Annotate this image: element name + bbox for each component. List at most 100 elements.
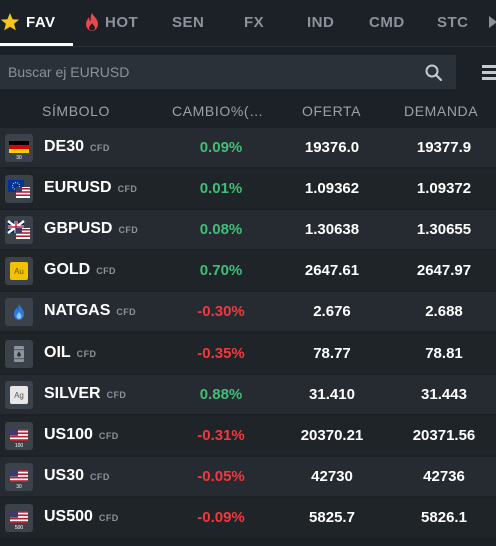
search-input[interactable] <box>0 63 410 81</box>
tab-ind[interactable]: IND <box>307 0 334 44</box>
tab-fx[interactable]: FX <box>244 0 264 44</box>
tab-sen[interactable]: SEN <box>172 0 204 44</box>
ask-price[interactable]: 42736 <box>423 467 465 485</box>
header-ask[interactable]: DEMANDA <box>404 103 479 119</box>
instrument-list: 30 DE30 CFD 0.09% 19376.0 19377.9 EURUSD CFD 0.… <box>0 128 496 546</box>
ask-price[interactable]: 1.30655 <box>416 221 472 239</box>
gas-flame-icon <box>5 298 33 327</box>
list-view-icon[interactable] <box>480 63 496 83</box>
instrument-row[interactable]: EURUSD CFD 0.01% 1.09362 1.09372 <box>0 169 496 209</box>
instrument-symbol: GBPUSD CFD <box>44 220 138 238</box>
tab-sen-label: SEN <box>172 13 205 31</box>
change-percent: -0.05% <box>197 467 245 485</box>
silver-icon: Ag <box>5 380 33 409</box>
bid-price[interactable]: 1.30638 <box>304 221 360 239</box>
svg-text:Au: Au <box>14 267 24 276</box>
symbol-label: GOLD <box>44 261 91 279</box>
symbol-label: DE30 <box>44 138 85 155</box>
symbol-label: GBPUSD <box>44 220 113 238</box>
tab-cmd-label: CMD <box>369 13 405 31</box>
bid-price[interactable]: 42730 <box>311 467 353 485</box>
header-change[interactable]: CAMBIO%(… <box>172 103 264 119</box>
change-percent: -0.35% <box>197 344 245 362</box>
svg-text:Ag: Ag <box>14 391 24 400</box>
cfd-badge: CFD <box>90 143 110 153</box>
svg-text:100: 100 <box>15 443 24 449</box>
instrument-row[interactable]: 30 US30 CFD -0.05% 42730 42736 <box>0 456 496 496</box>
tab-ind-label: IND <box>307 13 335 31</box>
change-percent: 0.70% <box>199 262 243 280</box>
header-bid[interactable]: OFERTA <box>302 103 362 119</box>
instrument-symbol: US30 CFD <box>44 467 110 485</box>
ask-price[interactable]: 19377.9 <box>416 139 472 156</box>
cfd-badge: CFD <box>106 389 127 400</box>
us-flag-icon: 500 <box>5 503 33 532</box>
svg-text:500: 500 <box>15 525 24 531</box>
us-flag-icon: 30 <box>5 462 33 491</box>
ask-price[interactable]: 20371.56 <box>412 426 476 444</box>
ask-price[interactable]: 5826.1 <box>421 508 467 526</box>
instrument-row[interactable]: 100 US100 CFD -0.31% 20370.21 20371.56 <box>0 415 496 455</box>
instrument-row[interactable]: 30 DE30 CFD 0.09% 19376.0 19377.9 <box>0 128 496 167</box>
cfd-badge: CFD <box>98 512 119 523</box>
tab-fx-label: FX <box>244 13 265 31</box>
instrument-row[interactable]: GBPUSD CFD 0.08% 1.30638 1.30655 <box>0 210 496 250</box>
bid-price[interactable]: 5825.7 <box>309 508 355 526</box>
instrument-symbol: SILVER CFD <box>44 385 126 403</box>
svg-text:30: 30 <box>16 155 22 161</box>
change-percent: 0.88% <box>199 385 243 403</box>
instrument-row[interactable]: Au GOLD CFD 0.70% 2647.61 2647.97 <box>0 251 496 291</box>
instrument-row[interactable]: OIL CFD -0.35% 78.77 78.81 <box>0 333 496 373</box>
change-percent: 0.01% <box>199 180 243 198</box>
instrument-row[interactable]: Ag SILVER CFD 0.88% 31.410 31.443 <box>0 374 496 414</box>
ask-price[interactable]: 2.688 <box>425 303 463 321</box>
tab-cmd[interactable]: CMD <box>369 0 405 44</box>
eu-us-flag-icon <box>5 175 33 204</box>
tab-stc[interactable]: STC <box>437 0 469 44</box>
instrument-symbol: OIL CFD <box>44 344 96 362</box>
bid-price[interactable]: 19376.0 <box>304 139 360 156</box>
instrument-row[interactable]: 500 US500 CFD -0.09% 5825.7 5826.1 <box>0 497 496 537</box>
star-icon <box>0 13 20 31</box>
bid-price[interactable]: 1.09362 <box>304 180 360 198</box>
ask-price[interactable]: 31.443 <box>421 385 467 403</box>
ask-price[interactable]: 78.81 <box>425 344 463 362</box>
cfd-badge: CFD <box>117 184 138 195</box>
instrument-row[interactable]: NATGAS CFD -0.30% 2.676 2.688 <box>0 292 496 332</box>
category-tabs: FAV HOT SEN FX IND CMD STC <box>0 0 496 47</box>
instrument-symbol: NATGAS CFD <box>44 302 136 320</box>
bid-price[interactable]: 20370.21 <box>300 426 364 444</box>
tab-stc-label: STC <box>437 13 469 31</box>
ask-price[interactable]: 1.09372 <box>416 180 472 198</box>
search-box <box>0 55 456 89</box>
bid-price[interactable]: 78.77 <box>313 344 351 362</box>
change-percent: 0.08% <box>199 221 243 239</box>
header-symbol[interactable]: SÍMBOLO <box>42 103 110 119</box>
germany-flag-icon: 30 <box>5 134 33 162</box>
instrument-symbol: GOLD CFD <box>44 261 116 279</box>
symbol-label: US30 <box>44 466 85 484</box>
instrument-symbol: US100 CFD <box>44 426 119 444</box>
symbol-label: US500 <box>44 507 93 525</box>
change-percent: -0.31% <box>197 426 245 444</box>
oil-barrel-icon <box>5 339 33 368</box>
uk-us-flag-icon <box>5 216 33 245</box>
active-tab-indicator <box>0 43 73 46</box>
search-icon[interactable] <box>424 63 444 83</box>
tabs-scroll-right-icon[interactable] <box>489 16 496 28</box>
bid-price[interactable]: 31.410 <box>309 385 355 403</box>
change-percent: 0.09% <box>199 139 243 156</box>
instrument-symbol: DE30 CFD <box>44 138 110 156</box>
ask-price[interactable]: 2647.97 <box>416 262 472 280</box>
symbol-label: OIL <box>44 343 71 361</box>
bid-price[interactable]: 2.676 <box>313 303 351 321</box>
tab-hot[interactable]: HOT <box>85 0 138 44</box>
cfd-badge: CFD <box>96 266 116 277</box>
symbol-label: NATGAS <box>44 302 111 320</box>
cfd-badge: CFD <box>76 348 97 359</box>
tab-fav-label: FAV <box>26 13 56 31</box>
fire-icon <box>86 13 98 31</box>
tab-fav[interactable]: FAV <box>0 0 56 44</box>
bid-price[interactable]: 2647.61 <box>304 262 360 280</box>
search-row <box>0 47 496 99</box>
